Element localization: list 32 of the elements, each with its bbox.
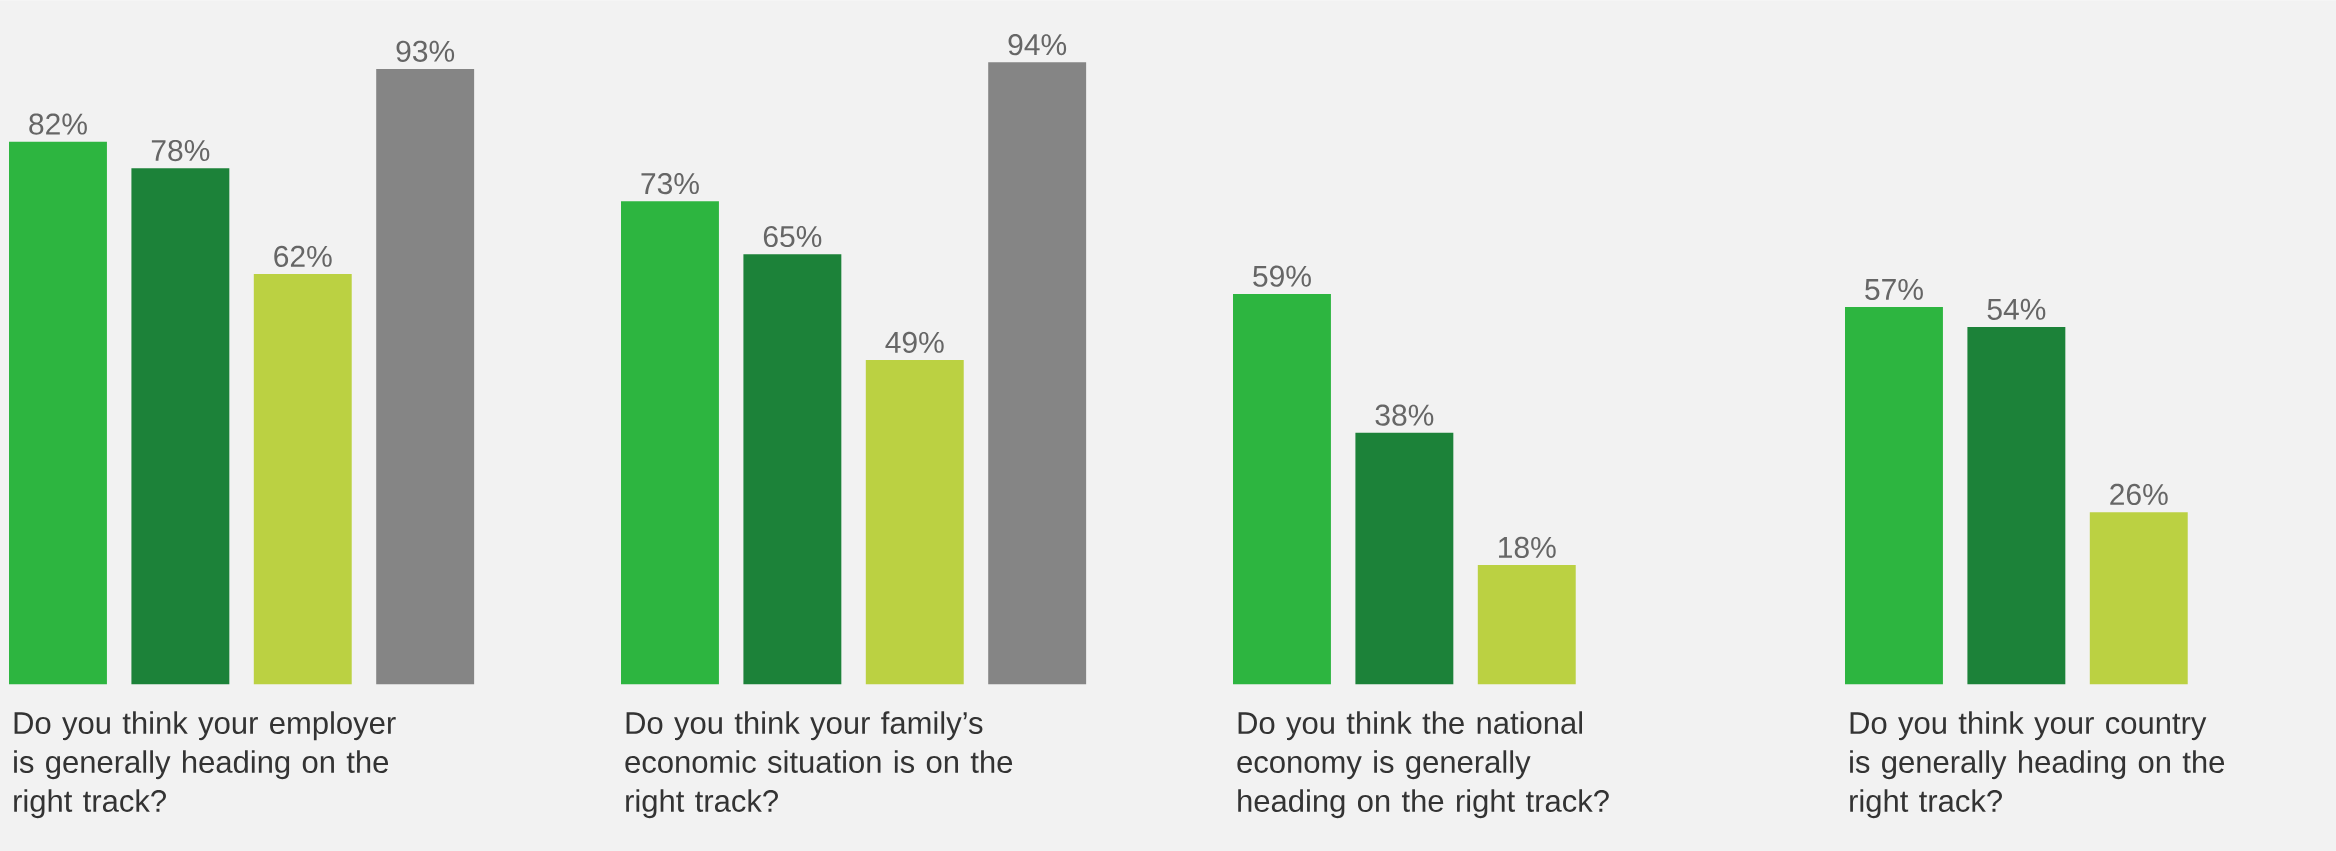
data-label: 62%	[274, 245, 332, 267]
data-label: 54%	[1987, 298, 2046, 320]
data-label: 65%	[763, 225, 822, 248]
bar	[1233, 293, 1331, 685]
x-tick-label: Do you think your employer is generally heading on the right track?	[14, 711, 396, 819]
bar	[988, 62, 1087, 685]
bar	[1477, 565, 1576, 685]
data-label: 73%	[641, 172, 699, 195]
data-label: 57%	[1865, 278, 1923, 300]
x-tick-label: Do you think your country is generally heading on the right track?	[1850, 711, 2225, 819]
bar	[131, 168, 230, 685]
bar	[376, 68, 475, 685]
data-label: 18%	[1499, 536, 1556, 558]
bar	[1355, 432, 1454, 685]
data-label: 59%	[1253, 265, 1311, 287]
bar	[743, 254, 842, 685]
data-label: 26%	[2110, 483, 2168, 506]
bar	[9, 141, 107, 685]
bar	[1967, 326, 2066, 685]
data-label: 94%	[1008, 33, 1067, 56]
data-label: 78%	[151, 139, 210, 162]
bar	[621, 201, 719, 685]
x-tick-label: Do you think the national economy is generally heading on the right track?	[1237, 711, 1609, 819]
bar	[865, 359, 964, 685]
data-label: 93%	[396, 40, 455, 62]
data-label: 82%	[29, 113, 87, 135]
bar	[253, 273, 352, 685]
data-label: 38%	[1375, 404, 1434, 426]
bar	[2089, 512, 2188, 685]
x-tick-label: Do you think your family’s economic situation is on the right track?	[625, 711, 1013, 819]
bar	[1845, 307, 1943, 685]
data-label: 49%	[885, 331, 944, 353]
